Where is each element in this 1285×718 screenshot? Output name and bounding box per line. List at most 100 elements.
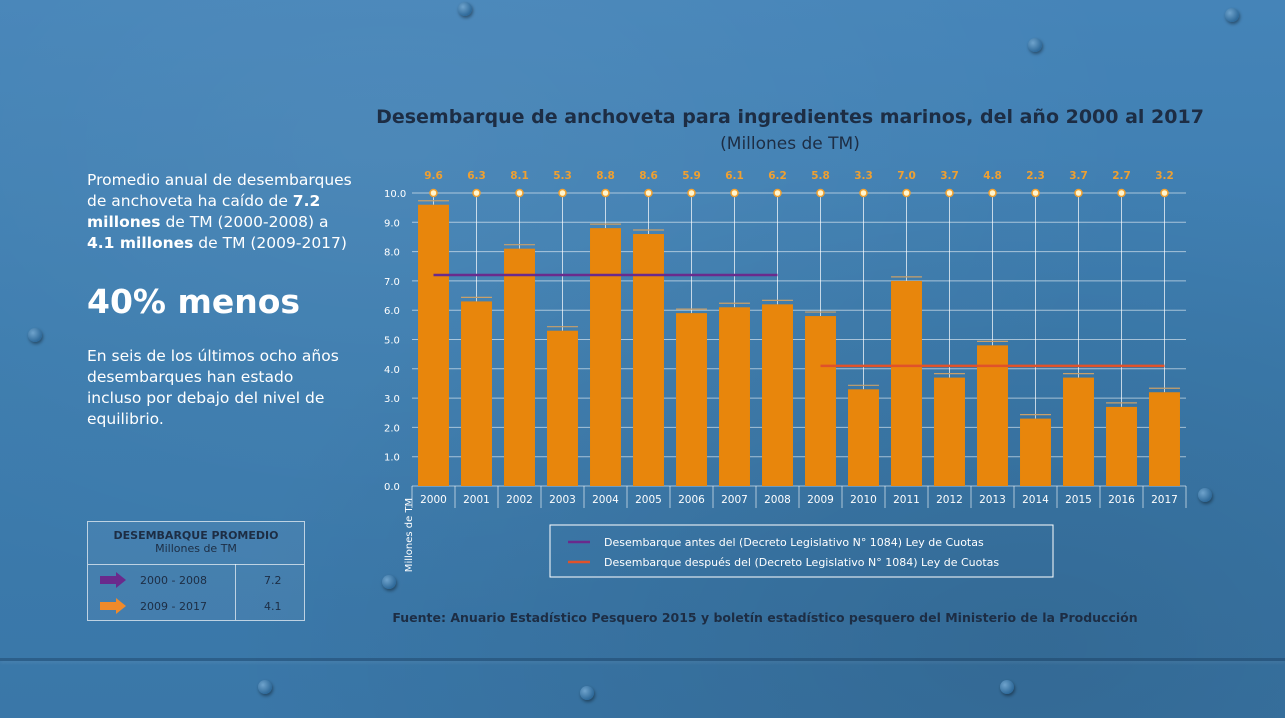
legend-box bbox=[549, 524, 1054, 578]
table-value: 7.2 bbox=[264, 574, 282, 587]
y-tick-label: 5.0 bbox=[384, 336, 400, 347]
bar bbox=[805, 316, 836, 486]
summary-text: Promedio anual de desembarques de anchov… bbox=[87, 170, 352, 254]
x-tick-label: 2008 bbox=[764, 494, 791, 506]
x-tick-label: 2004 bbox=[592, 494, 619, 506]
x-tick-label: 2017 bbox=[1151, 494, 1178, 506]
data-label: 4.8 bbox=[983, 170, 1002, 182]
bar bbox=[977, 345, 1008, 486]
y-tick-label: 10.0 bbox=[384, 189, 406, 200]
average-table-title: DESEMBARQUE PROMEDIO bbox=[113, 529, 279, 542]
average-table: DESEMBARQUE PROMEDIO Millones de TM 2000… bbox=[87, 521, 305, 621]
bar bbox=[848, 389, 879, 486]
value-marker bbox=[472, 188, 481, 198]
data-label: 9.6 bbox=[424, 170, 443, 182]
y-axis-label: Millones de TM bbox=[404, 498, 415, 572]
summary-part: de TM (2000-2008) a bbox=[160, 213, 329, 231]
value-marker bbox=[945, 188, 954, 198]
rivet bbox=[28, 328, 42, 342]
data-label: 5.9 bbox=[682, 170, 701, 182]
y-tick-label: 6.0 bbox=[384, 306, 400, 317]
data-label: 2.3 bbox=[1026, 170, 1045, 182]
value-marker bbox=[1160, 188, 1169, 198]
data-label: 8.6 bbox=[639, 170, 658, 182]
rivet bbox=[458, 2, 472, 16]
x-tick-label: 2009 bbox=[807, 494, 834, 506]
data-label: 3.2 bbox=[1155, 170, 1174, 182]
data-label: 7.0 bbox=[897, 170, 916, 182]
bar bbox=[676, 313, 707, 486]
rivet bbox=[1198, 488, 1212, 502]
average-table-subtitle: Millones de TM bbox=[155, 542, 237, 555]
value-marker bbox=[1117, 188, 1126, 198]
legend-label: Desembarque antes del (Decreto Legislati… bbox=[604, 536, 984, 549]
value-marker bbox=[902, 188, 911, 198]
summary-highlight: 7.2 millones bbox=[87, 192, 321, 231]
value-marker bbox=[730, 188, 739, 198]
bar bbox=[418, 204, 449, 486]
value-marker bbox=[859, 188, 868, 198]
bar bbox=[590, 228, 621, 486]
chart-subtitle: (Millones de TM) bbox=[720, 134, 860, 154]
value-marker bbox=[558, 188, 567, 198]
rivet bbox=[1000, 680, 1014, 694]
rivet bbox=[382, 575, 396, 589]
value-marker bbox=[988, 188, 997, 198]
y-tick-label: 7.0 bbox=[384, 277, 400, 288]
bar bbox=[762, 304, 793, 486]
chart-title: Desembarque de anchoveta para ingredient… bbox=[376, 106, 1204, 128]
summary-part: Promedio anual de desembarques de anchov… bbox=[87, 171, 352, 210]
value-marker bbox=[644, 188, 653, 198]
rivet bbox=[258, 680, 272, 694]
data-label: 6.2 bbox=[768, 170, 787, 182]
note-text: En seis de los últimos ocho años desemba… bbox=[87, 347, 339, 428]
summary-highlight: 4.1 millones bbox=[87, 234, 194, 252]
data-label: 3.7 bbox=[940, 170, 959, 182]
x-tick-label: 2003 bbox=[549, 494, 576, 506]
x-tick-label: 2013 bbox=[979, 494, 1006, 506]
value-marker bbox=[687, 188, 696, 198]
data-label: 8.1 bbox=[510, 170, 529, 182]
value-marker bbox=[773, 188, 782, 198]
x-tick-label: 2011 bbox=[893, 494, 920, 506]
value-marker bbox=[1074, 188, 1083, 198]
data-label: 6.1 bbox=[725, 170, 744, 182]
x-tick-label: 2010 bbox=[850, 494, 877, 506]
x-tick-label: 2006 bbox=[678, 494, 705, 506]
value-marker bbox=[515, 188, 524, 198]
value-marker bbox=[1031, 188, 1040, 198]
arrow-right-icon bbox=[100, 572, 126, 588]
table-period: 2009 - 2017 bbox=[140, 600, 207, 613]
left-text-panel: Promedio anual de desembarques de anchov… bbox=[87, 170, 352, 430]
x-tick-label: 2012 bbox=[936, 494, 963, 506]
bar bbox=[547, 330, 578, 486]
y-tick-label: 9.0 bbox=[384, 218, 400, 229]
x-tick-label: 2007 bbox=[721, 494, 748, 506]
x-tick-label: 2001 bbox=[463, 494, 490, 506]
y-tick-label: 4.0 bbox=[384, 365, 400, 376]
y-tick-label: 2.0 bbox=[384, 423, 400, 434]
y-tick-label: 1.0 bbox=[384, 453, 400, 464]
source-note: Fuente: Anuario Estadístico Pesquero 201… bbox=[392, 610, 1137, 625]
value-marker bbox=[816, 188, 825, 198]
arrow-right-icon bbox=[100, 598, 126, 614]
bar bbox=[504, 248, 535, 486]
x-tick-label: 2002 bbox=[506, 494, 533, 506]
average-table-header: DESEMBARQUE PROMEDIO Millones de TM bbox=[88, 522, 304, 565]
bar bbox=[633, 234, 664, 486]
headline: 40% menos bbox=[87, 282, 301, 321]
table-value: 4.1 bbox=[264, 600, 282, 613]
value-marker bbox=[429, 188, 438, 198]
bar bbox=[1106, 406, 1137, 486]
summary-part: de TM (2009-2017) bbox=[193, 234, 347, 252]
data-label: 6.3 bbox=[467, 170, 486, 182]
bar bbox=[891, 280, 922, 486]
data-label: 5.8 bbox=[811, 170, 830, 182]
bar bbox=[461, 301, 492, 486]
bar bbox=[1149, 392, 1180, 486]
data-label: 2.7 bbox=[1112, 170, 1131, 182]
x-tick-label: 2015 bbox=[1065, 494, 1092, 506]
x-tick-label: 2000 bbox=[420, 494, 447, 506]
table-divider bbox=[235, 564, 236, 620]
